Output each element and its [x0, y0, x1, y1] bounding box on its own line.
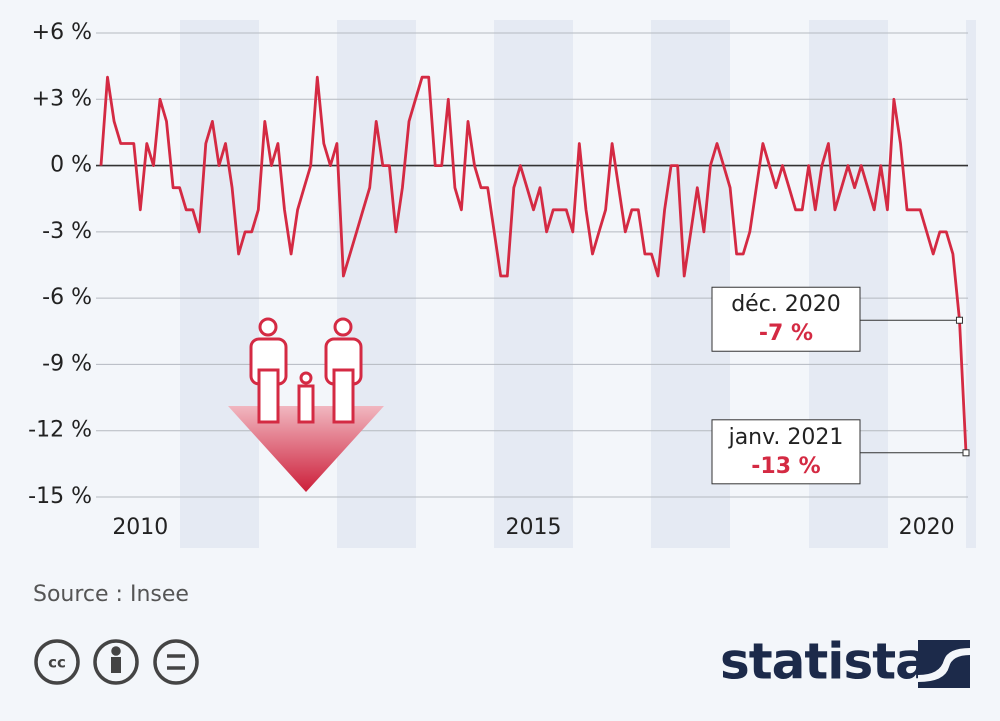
annotation-label: déc. 2020: [731, 292, 841, 317]
y-tick-label: -3 %: [42, 219, 92, 244]
year-bands: [180, 20, 976, 548]
point-marker: [962, 449, 970, 457]
band: [966, 20, 976, 548]
y-tick-label: -12 %: [28, 418, 92, 443]
band: [494, 20, 573, 548]
annotation-box: [711, 419, 861, 485]
x-tick-label: 2010: [112, 515, 168, 540]
y-tick-label: -6 %: [42, 285, 92, 310]
point-marker: [955, 316, 963, 324]
band: [337, 20, 416, 548]
annotation-value: -13 %: [751, 454, 820, 479]
family: [249, 317, 363, 424]
y-tick-label: +6 %: [32, 20, 92, 45]
cc-icon-text: cc: [48, 654, 66, 672]
annotation-box: [711, 286, 861, 352]
source: Source : Insee: [33, 582, 189, 607]
brand-logo: [918, 640, 970, 688]
license-icons: [34, 639, 199, 685]
x-tick-label: 2020: [899, 515, 955, 540]
annotation-value: -7 %: [759, 321, 813, 346]
annotation-label: janv. 2021: [728, 425, 844, 450]
y-tick-label: -15 %: [28, 484, 92, 509]
y-tick-label: 0 %: [50, 153, 92, 178]
band: [180, 20, 259, 548]
icon: [228, 317, 384, 492]
plot: déc. 2020 -7 % janv. 2021 -13 %: [99, 75, 970, 485]
y-tick-label: +3 %: [32, 86, 92, 111]
data-line: [99, 75, 968, 453]
down-arrow: [228, 406, 384, 492]
y-tick-label: -9 %: [42, 351, 92, 376]
brand: statista: [720, 633, 928, 691]
x-tick-label: 2015: [506, 515, 562, 540]
